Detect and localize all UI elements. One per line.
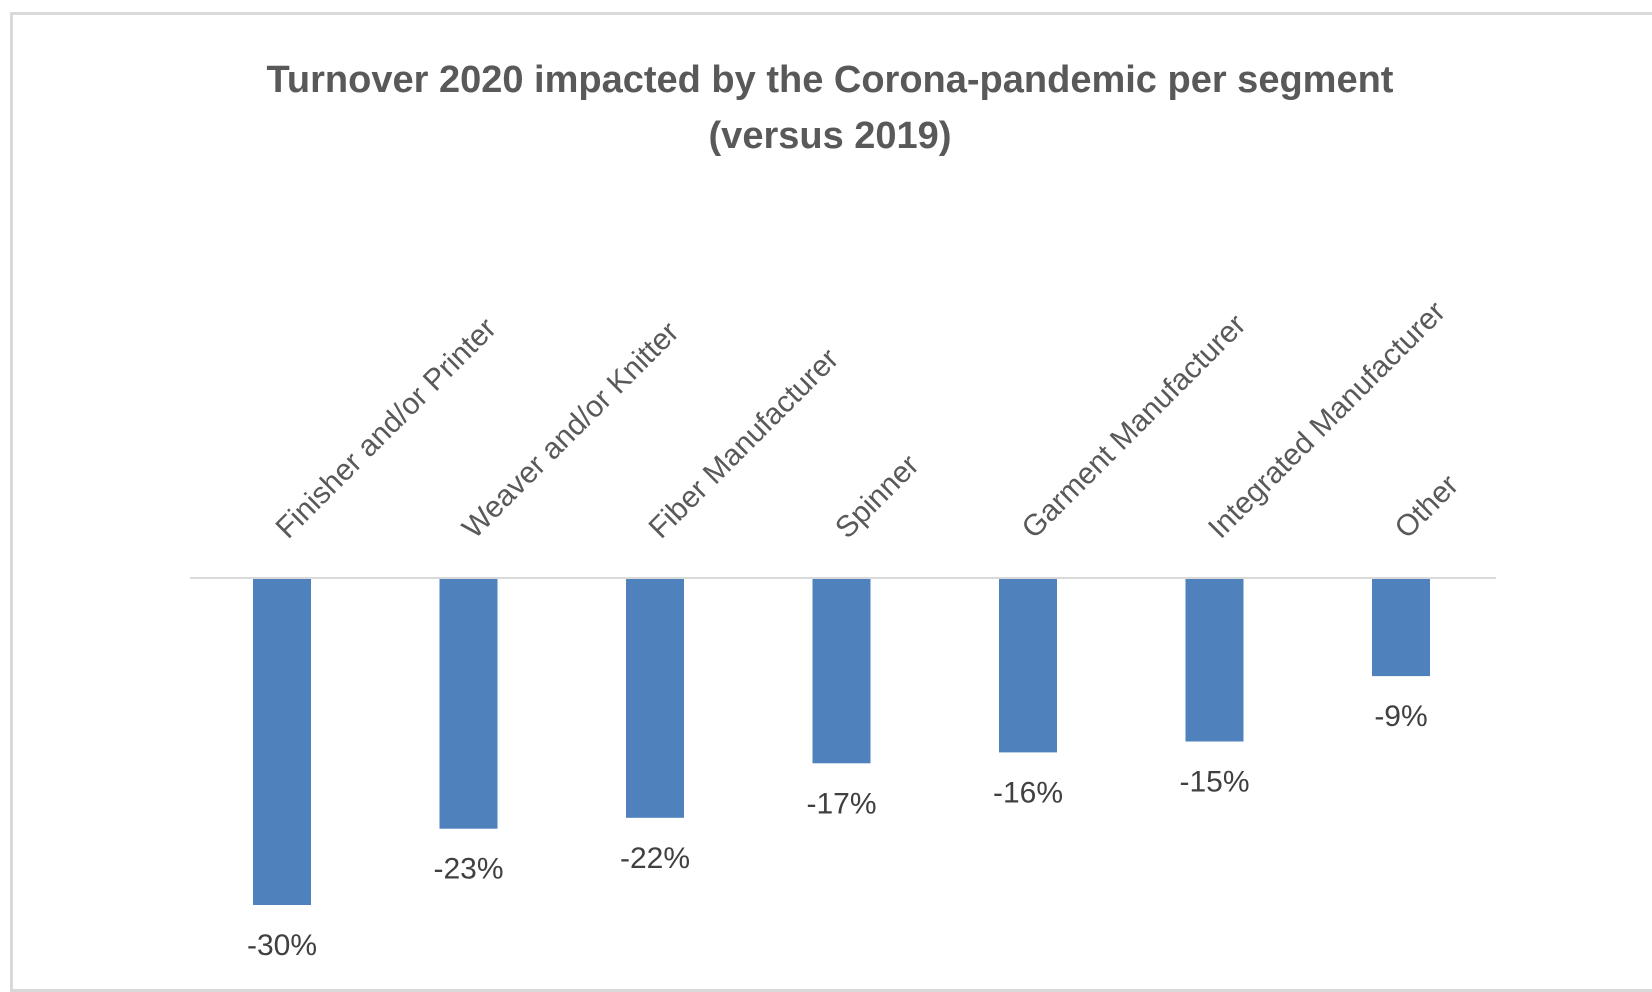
data-label-6: -15% [1179, 766, 1249, 799]
data-label-2: -23% [433, 853, 503, 886]
category-label-3: Fiber Manufacturer [643, 342, 846, 545]
bar-4 [812, 578, 871, 764]
bar-2 [439, 578, 498, 829]
data-label-4: -17% [806, 787, 876, 820]
bar-5 [999, 578, 1057, 753]
data-labels-layer: -30% -23% -22% -17% -16% -15% -9% [247, 700, 1428, 962]
bar-1 [253, 578, 311, 905]
category-label-7: Other [1389, 469, 1465, 545]
bar-3 [626, 578, 684, 818]
bar-7 [1372, 578, 1430, 677]
data-label-5: -16% [993, 776, 1063, 809]
data-label-1: -30% [247, 929, 317, 962]
bars-layer [253, 578, 1430, 905]
data-label-7: -9% [1374, 700, 1427, 733]
chart-title-line-1: Turnover 2020 impacted by the Corona-pan… [266, 59, 1394, 101]
chart-title-line-2: (versus 2019) [708, 115, 952, 157]
data-label-3: -22% [620, 842, 690, 875]
chart-title: Turnover 2020 impacted by the Corona-pan… [140, 52, 1520, 164]
category-label-4: Spinner [829, 448, 925, 544]
bar-6 [1185, 578, 1244, 742]
category-label-2: Weaver and/or Knitter [456, 316, 685, 545]
